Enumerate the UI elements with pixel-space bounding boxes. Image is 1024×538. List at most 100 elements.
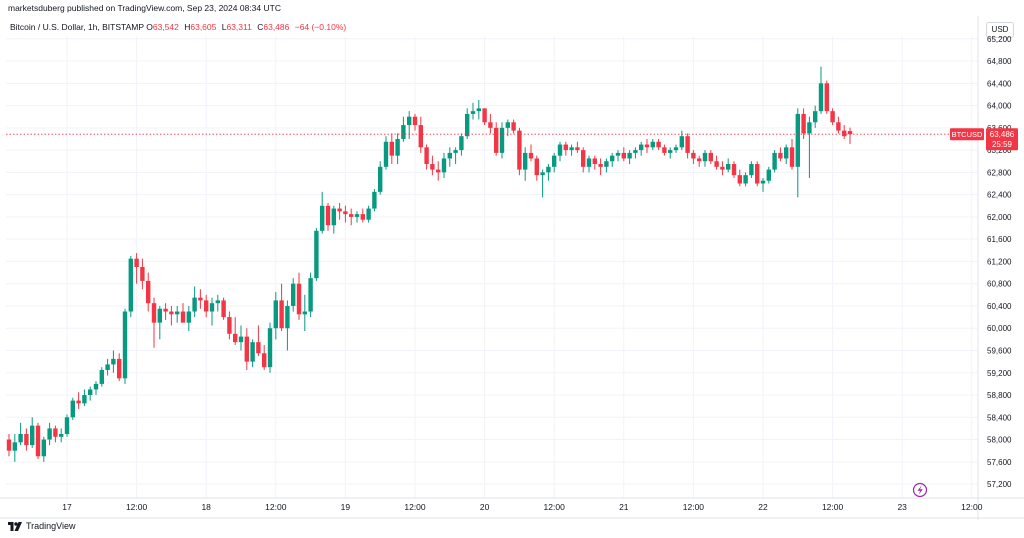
candle-body [308,278,313,312]
price-tick-label: 65,200 [987,35,1012,44]
candle-body [824,83,829,112]
candle-body [291,283,296,306]
candle-body [441,158,447,173]
candle-body [459,136,464,151]
candle-body [465,113,470,137]
lightning-icon[interactable] [912,482,928,498]
candle-body [731,164,737,176]
candle-body [726,164,731,170]
price-tick-label: 58,800 [987,391,1012,400]
candle-body [273,300,278,329]
price-tag-countdown: 25:59 [992,140,1013,149]
candle-body [656,141,661,148]
candle-body [47,428,52,440]
candle-body [581,150,586,167]
candle-body [430,164,435,170]
candle-body [743,175,748,184]
candle-body [662,147,667,153]
candle-body [615,152,621,156]
candles-layer [6,66,853,462]
time-tick-label: 12:00 [683,502,705,512]
time-tick-label: 12:00 [404,502,426,512]
price-tick-label: 62,000 [987,213,1012,222]
time-tick-label: 12:00 [126,502,148,512]
candle-body [470,111,476,114]
candle-body [453,150,458,153]
candle-body [488,122,493,128]
candle-body [343,211,348,215]
price-tick-label: 60,000 [987,324,1012,333]
candle-body [256,342,261,354]
candle-body [198,297,203,301]
price-tag-value: 63,486 [990,130,1015,139]
candle-body [702,152,708,162]
candle-body [186,311,191,323]
tradingview-logo-icon [8,521,22,531]
candle-body [146,280,151,304]
candle-body [760,180,766,184]
candle-body [314,230,319,279]
candle-body [35,425,41,457]
candle-body [117,358,122,379]
footer-brand[interactable]: TradingView [8,521,76,531]
candle-body [476,108,481,112]
price-tag-bg [986,128,1018,151]
candle-body [53,428,58,437]
candle-body [238,336,244,343]
candle-body [111,358,116,365]
candle-body [267,328,273,368]
price-tick-label: 60,400 [987,302,1012,311]
candle-body [88,389,93,396]
time-tick-label: 12:00 [265,502,287,512]
candle-body [30,425,35,446]
candle-body [552,155,557,167]
candle-body [813,111,818,123]
price-tick-label: 57,600 [987,458,1012,467]
open-value: 63,542 [152,22,179,32]
candle-body [163,308,168,312]
candle-body [563,144,568,151]
candle-body [99,369,104,384]
candle-body [586,158,592,167]
symbol-description[interactable]: Bitcoin / U.S. Dollar, 1h, BITSTAMP [10,22,144,32]
candle-body [180,311,186,323]
candle-body [105,364,110,370]
candle-body [784,147,789,159]
candle-body [691,152,696,159]
candle-body [401,125,406,139]
candle-body [708,152,713,162]
time-tick-label: 12:00 [961,502,983,512]
candle-body [134,258,139,267]
price-tick-label: 63,200 [987,146,1012,155]
currency-button[interactable]: USD [986,22,1014,38]
candle-body [262,353,267,368]
candle-body [644,144,650,148]
time-tick-label: 12:00 [822,502,844,512]
candle-body [250,342,255,362]
candle-body [383,141,389,167]
candle-body [807,122,812,134]
candle-body [279,300,284,329]
candle-body [523,152,528,170]
candle-body [818,83,824,112]
candle-body [766,169,771,181]
price-axis[interactable]: 57,200 57,600 58,000 58,400 58,800 59,200 59,6… [987,35,1012,489]
candle-body [569,147,574,151]
candle-body [557,144,563,156]
price-tick-label: 59,600 [987,346,1012,355]
price-tick-label: 58,400 [987,413,1012,422]
candle-body [436,169,441,173]
time-tick-label: 17 [62,502,72,512]
candle-body [18,433,23,443]
candle-body [801,113,806,134]
close-value: 63,486 [263,22,290,32]
time-axis[interactable]: 17 12:00 18 12:00 19 12:00 20 12:00 21 12:00 22 12:… [62,502,982,512]
candle-body [830,111,835,123]
close-label: C [257,22,264,32]
candle-body [424,147,429,165]
candle-body [685,136,690,153]
candle-body [372,191,377,209]
candle-body [679,136,684,148]
candle-body [6,439,12,451]
